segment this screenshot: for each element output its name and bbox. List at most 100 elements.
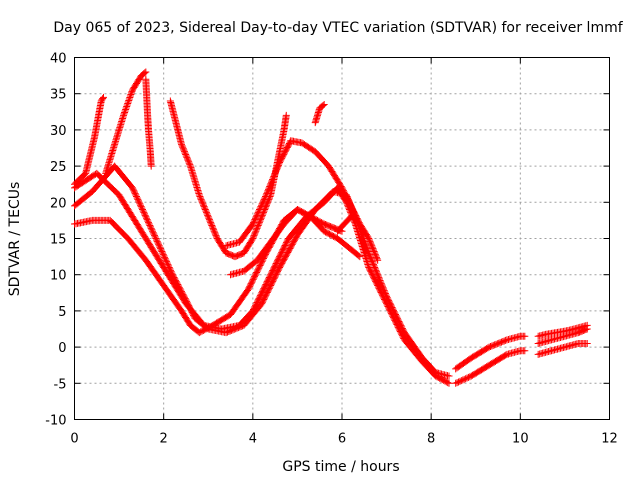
x-tick-label: 6 [338,432,346,447]
data-point [583,321,591,329]
data-point [145,219,153,227]
data-point [460,375,468,383]
data-point [199,200,207,208]
data-point [139,207,147,215]
data-point [183,153,191,161]
data-point [198,198,206,206]
data-point [203,210,211,218]
data-point [199,201,207,209]
data-point [251,229,259,237]
data-point [147,162,155,170]
series-track-6 [142,75,155,170]
data-point [183,155,191,163]
data-point [274,163,282,171]
series-track-16 [534,321,591,340]
data-point [137,203,145,211]
data-point [367,253,375,261]
data-point [367,255,375,263]
data-point [369,259,377,267]
data-point [184,156,192,164]
y-axis-label: SDTVAR / TECUs [7,182,23,297]
data-point [147,223,155,231]
data-point [453,379,461,387]
data-point [162,256,170,264]
data-point [370,262,378,270]
x-axis-label: GPS time / hours [282,459,399,475]
data-point [583,339,591,347]
data-point [148,226,156,234]
data-point [158,248,166,256]
data-point [365,235,373,242]
series-track-11 [334,213,355,235]
data-point [258,201,266,209]
data-point [197,195,205,203]
data-point [163,258,171,266]
data-point [130,188,138,196]
data-point [378,281,386,289]
data-point [185,158,193,166]
x-tick-label: 10 [512,432,529,447]
data-point [366,252,374,260]
data-point [153,236,161,244]
data-point [375,275,383,283]
data-point [464,373,472,381]
data-points [71,68,591,387]
data-point [204,211,212,219]
data-point [168,269,176,277]
data-point [371,263,379,271]
data-point [255,219,263,227]
chart-title: Day 065 of 2023, Sidereal Day-to-day VTE… [53,20,623,36]
data-point [157,245,165,253]
data-point [121,107,129,115]
data-point [456,377,464,385]
data-point [260,195,268,203]
data-point [142,68,150,76]
x-tick-label: 4 [249,432,257,447]
data-point [138,204,146,212]
data-point [372,252,380,260]
data-point [365,249,373,257]
series-track-7 [166,97,290,261]
data-point [256,206,264,214]
data-point [144,217,152,225]
data-point [186,161,194,169]
series-track-9 [222,137,382,264]
data-point [367,240,375,248]
data-point [270,171,278,179]
y-tick-label: 20 [50,196,67,211]
data-point [255,220,263,228]
data-point [151,233,159,241]
data-point [185,159,193,167]
data-point [370,248,378,256]
axis-ticks: 0 2 4 6 8 10 12 -10 -5 0 5 10 15 20 25 30 35 40 [45,52,618,447]
data-point [355,252,363,260]
y-tick-label: 25 [50,160,67,175]
data-point [206,217,214,225]
data-point [252,213,260,221]
data-point [368,243,376,251]
data-point [250,219,258,227]
data-point [141,211,149,219]
data-point [120,111,128,119]
data-point [254,223,262,231]
data-point [212,232,220,240]
data-point [151,232,159,240]
data-point [149,229,157,237]
data-point [154,239,162,247]
data-point [122,104,130,112]
data-point [370,261,378,269]
data-point [371,265,379,273]
y-tick-label: 10 [50,269,67,284]
data-point [382,291,390,299]
data-point [455,378,463,386]
data-point [165,263,173,271]
data-point [146,221,154,229]
data-point [124,98,132,106]
y-tick-label: 35 [50,88,67,103]
data-point [208,223,216,231]
data-point [200,203,208,211]
data-point [167,268,175,276]
data-point [202,208,210,216]
data-point [365,236,373,244]
data-point [143,214,151,222]
